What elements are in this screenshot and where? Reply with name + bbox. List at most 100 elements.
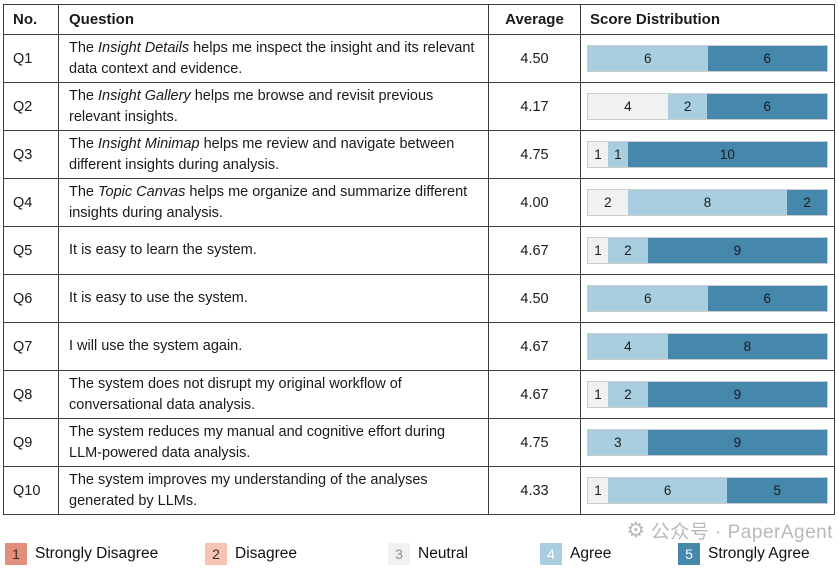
question-number: Q9 — [13, 434, 33, 451]
bar-segment-score-5: 2 — [787, 190, 827, 215]
bar-segment-score-4: 2 — [607, 238, 648, 263]
question-text-italic: Insight Minimap — [98, 135, 200, 152]
legend-swatch-2: 2 — [205, 543, 227, 565]
bar-segment-score-4: 6 — [588, 46, 708, 71]
average-score: 4.67 — [488, 323, 580, 370]
question-number: Q4 — [13, 194, 33, 211]
table-row: Q8 The system does not disrupt my origin… — [4, 370, 834, 418]
watermark-text: 公众号 · PaperAgent — [650, 522, 833, 543]
question-text-pre: The — [69, 39, 99, 56]
bar-segment-score-3: 2 — [588, 190, 628, 215]
table-row: Q5 It is easy to learn the system. 4.67 … — [4, 226, 834, 274]
stacked-bar: 1 1 10 — [587, 141, 828, 168]
question-text: The Insight Details helps me inspect the… — [58, 35, 488, 82]
question-number: Q8 — [13, 386, 33, 403]
question-text-pre: The — [69, 183, 99, 200]
legend-label-5: Strongly Agree — [708, 545, 810, 562]
question-text-pre: It is easy to learn the system. — [69, 242, 257, 259]
average-score: 4.50 — [488, 35, 580, 82]
question-text-pre: I will use the system again. — [69, 338, 243, 355]
question-text-post: helps me inspect the insight and its rel… — [69, 39, 475, 77]
question-text-pre: The — [69, 135, 99, 152]
header-score-distribution: Score Distribution — [580, 5, 834, 34]
average-score: 4.67 — [488, 371, 580, 418]
bar-segment-score-5: 9 — [647, 430, 827, 455]
question-text: I will use the system again. — [58, 323, 488, 370]
question-text-pre: The system does not disrupt my original … — [69, 375, 402, 413]
table-row: Q3 The Insight Minimap helps me review a… — [4, 130, 834, 178]
average-score: 4.50 — [488, 275, 580, 322]
average-score: 4.33 — [488, 467, 580, 514]
legend-label-2: Disagree — [235, 545, 298, 562]
bar-segment-score-3: 1 — [588, 238, 608, 263]
question-text: The Insight Minimap helps me review and … — [58, 131, 488, 178]
bar-segment-score-4: 1 — [607, 142, 628, 167]
question-text-pre: It is easy to use the system. — [69, 290, 248, 307]
legend-item-strongly-disagree: 1 Strongly Disagree — [5, 543, 158, 565]
question-number: Q2 — [13, 98, 33, 115]
question-text-italic: Insight Details — [98, 39, 190, 56]
header-question: Question — [58, 5, 488, 34]
question-text: The Topic Canvas helps me organize and s… — [58, 179, 488, 226]
bar-segment-score-4: 3 — [588, 430, 648, 455]
bar-segment-score-5: 5 — [727, 478, 827, 503]
question-number: Q7 — [13, 338, 33, 355]
table-header-row: No. Question Average Score Distribution — [4, 5, 834, 34]
table-row: Q2 The Insight Gallery helps me browse a… — [4, 82, 834, 130]
legend-label-4: Agree — [570, 545, 612, 562]
question-text: It is easy to use the system. — [58, 275, 488, 322]
legend-item-neutral: 3 Neutral — [388, 543, 468, 565]
question-text-post: helps me organize and summarize differen… — [69, 183, 468, 221]
average-score: 4.75 — [488, 131, 580, 178]
legend-item-disagree: 2 Disagree — [205, 543, 297, 565]
average-score: 4.17 — [488, 83, 580, 130]
legend-swatch-4: 4 — [540, 543, 562, 565]
bar-segment-score-4: 2 — [667, 94, 708, 119]
watermark: ⚙ 公众号 · PaperAgent — [626, 517, 833, 544]
average-score: 4.00 — [488, 179, 580, 226]
bar-segment-score-4: 6 — [588, 286, 708, 311]
question-text: The system improves my understanding of … — [58, 467, 488, 514]
table-row: Q4 The Topic Canvas helps me organize an… — [4, 178, 834, 226]
question-text-italic: Insight Gallery — [98, 87, 191, 104]
header-average: Average — [488, 5, 580, 34]
bar-segment-score-4: 2 — [607, 382, 648, 407]
bar-segment-score-5: 10 — [627, 142, 827, 167]
table-row: Q9 The system reduces my manual and cogn… — [4, 418, 834, 466]
question-text-pre: The — [69, 87, 99, 104]
bar-segment-score-4: 8 — [627, 190, 788, 215]
bar-segment-score-4: 6 — [607, 478, 728, 503]
question-text: The system reduces my manual and cogniti… — [58, 419, 488, 466]
gear-seal-icon: ⚙ — [626, 519, 646, 542]
bar-segment-score-5: 6 — [707, 94, 827, 119]
question-number: Q5 — [13, 242, 33, 259]
score-legend: 1 Strongly Disagree 2 Disagree 3 Neutral… — [0, 543, 839, 567]
question-text-post: helps me browse and revisit previous rel… — [69, 87, 434, 125]
legend-label-1: Strongly Disagree — [35, 545, 159, 562]
question-text: The Insight Gallery helps me browse and … — [58, 83, 488, 130]
bar-segment-score-5: 9 — [647, 382, 827, 407]
question-text-pre: The system reduces my manual and cogniti… — [69, 423, 446, 461]
legend-item-strongly-agree: 5 Strongly Agree — [678, 543, 810, 565]
bar-segment-score-3: 1 — [588, 142, 608, 167]
bar-segment-score-3: 4 — [588, 94, 668, 119]
bar-segment-score-5: 6 — [707, 46, 827, 71]
question-number: Q10 — [13, 482, 41, 499]
